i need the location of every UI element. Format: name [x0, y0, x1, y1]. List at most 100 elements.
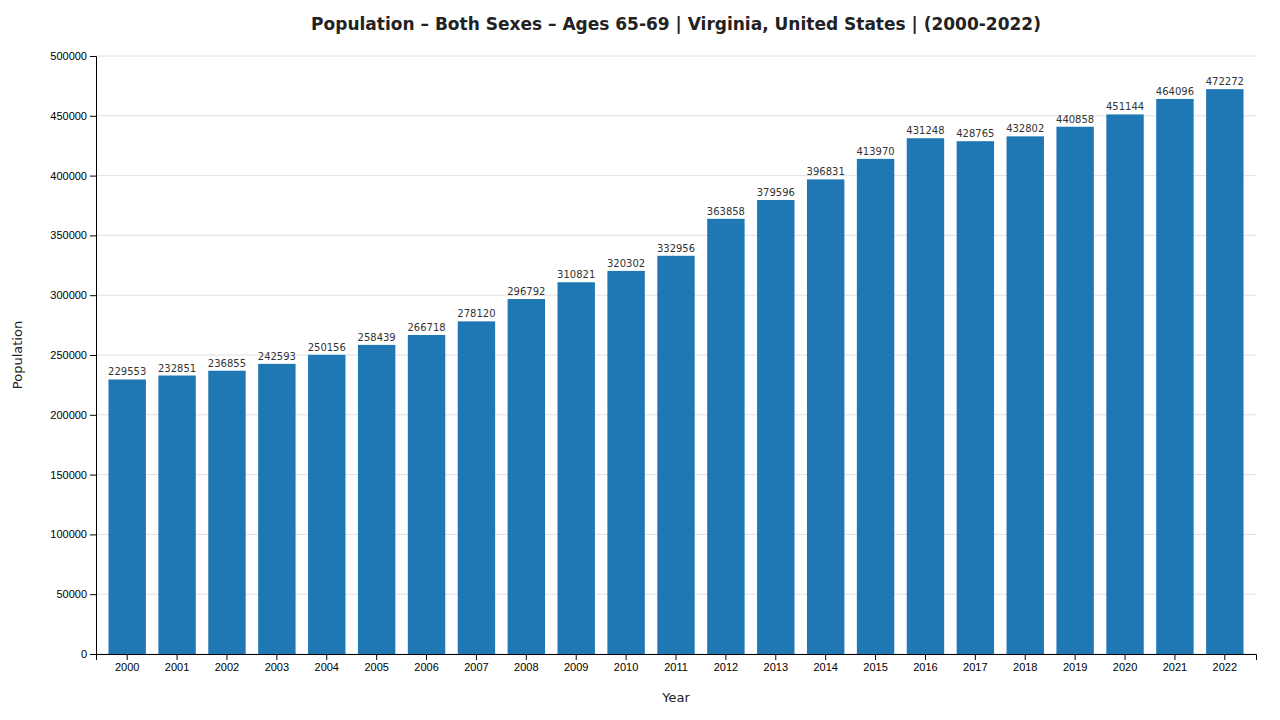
x-tick: 2018	[1013, 654, 1037, 673]
tick-mark	[576, 654, 577, 660]
bar	[108, 379, 145, 654]
tick-mark	[526, 654, 527, 660]
tick-mark	[975, 654, 976, 660]
bar	[907, 138, 944, 654]
tick-mark	[1125, 654, 1126, 660]
tick-label: 100000	[50, 528, 87, 540]
x-tick: 2016	[913, 654, 937, 673]
plot-area: 2000200120022003200420052006200720082009…	[50, 50, 1256, 673]
bar	[308, 355, 345, 654]
data-label: 236855	[208, 358, 246, 369]
bar	[857, 159, 894, 654]
tick-label: 2015	[863, 661, 887, 673]
x-tick: 2004	[315, 654, 339, 673]
data-label: 266718	[407, 322, 445, 333]
x-tick: 2017	[963, 654, 987, 673]
tick-mark	[1224, 654, 1225, 660]
x-tick: 2008	[514, 654, 538, 673]
x-tick: 2019	[1063, 654, 1087, 673]
tick-mark	[90, 355, 96, 356]
x-tick: 2015	[863, 654, 887, 673]
bar	[408, 335, 445, 654]
y-tick: 100000	[50, 528, 96, 540]
tick-mark	[90, 176, 96, 177]
data-label: 332956	[657, 243, 695, 254]
y-tick: 500000	[50, 50, 96, 62]
tick-label: 350000	[50, 229, 87, 241]
tick-label: 2008	[514, 661, 538, 673]
x-tick: 2013	[764, 654, 788, 673]
bar	[358, 345, 395, 654]
data-label: 363858	[707, 206, 745, 217]
bar	[957, 141, 994, 654]
bar	[458, 321, 495, 654]
tick-mark	[426, 654, 427, 660]
data-label: 464096	[1156, 86, 1194, 97]
tick-mark	[90, 116, 96, 117]
tick-label: 2009	[564, 661, 588, 673]
x-tick: 2002	[215, 654, 239, 673]
tick-label: 2001	[165, 661, 189, 673]
tick-mark	[90, 475, 96, 476]
tick-mark	[1025, 654, 1026, 660]
x-axis: 2000200120022003200420052006200720082009…	[97, 654, 1257, 673]
data-label: 296792	[507, 286, 545, 297]
tick-label: 2021	[1163, 661, 1187, 673]
x-tick: 2021	[1163, 654, 1187, 673]
tick-label: 250000	[50, 349, 87, 361]
data-label: 232851	[158, 363, 196, 374]
tick-label: 2013	[764, 661, 788, 673]
data-label: 310821	[557, 269, 595, 280]
chart: 2000200120022003200420052006200720082009…	[0, 0, 1280, 720]
tick-mark	[775, 654, 776, 660]
bar	[558, 282, 595, 654]
tick-mark	[676, 654, 677, 660]
data-label: 440858	[1056, 114, 1094, 125]
x-tick: 2014	[813, 654, 837, 673]
tick-label: 2003	[265, 661, 289, 673]
axis-line	[90, 57, 97, 655]
tick-label: 2007	[464, 661, 488, 673]
tick-label: 2004	[315, 661, 339, 673]
x-tick: 2007	[464, 654, 488, 673]
data-label: 432802	[1006, 123, 1044, 134]
tick-mark	[90, 56, 96, 57]
tick-mark	[177, 654, 178, 660]
x-tick: 2003	[265, 654, 289, 673]
tick-mark	[127, 654, 128, 660]
bar	[807, 179, 844, 654]
y-tick: 400000	[50, 170, 96, 182]
data-label: 472272	[1206, 76, 1244, 87]
tick-mark	[90, 654, 96, 655]
y-tick: 250000	[50, 349, 96, 361]
bar	[657, 256, 694, 654]
data-labels: 2295532328512368552425932501562584392667…	[108, 76, 1244, 377]
x-tick: 2005	[364, 654, 388, 673]
data-label: 242593	[258, 351, 296, 362]
y-tick: 450000	[50, 110, 96, 122]
bars	[108, 89, 1243, 654]
x-axis-title: Year	[661, 690, 690, 705]
tick-mark	[825, 654, 826, 660]
data-label: 278120	[457, 308, 495, 319]
bar	[158, 376, 195, 654]
tick-label: 2022	[1213, 661, 1237, 673]
tick-mark	[90, 235, 96, 236]
tick-mark	[276, 654, 277, 660]
y-axis: 0500001000001500002000002500003000003500…	[50, 50, 96, 660]
data-label: 250156	[308, 342, 346, 353]
grid	[96, 56, 1256, 654]
tick-label: 2000	[115, 661, 139, 673]
bar	[707, 219, 744, 654]
y-axis-title: Population	[10, 321, 25, 389]
tick-mark	[875, 654, 876, 660]
data-label: 320302	[607, 258, 645, 269]
tick-mark	[90, 295, 96, 296]
x-tick: 2010	[614, 654, 638, 673]
data-label: 379596	[757, 187, 795, 198]
y-tick: 300000	[50, 289, 96, 301]
tick-label: 50000	[56, 588, 87, 600]
bar	[1007, 136, 1044, 654]
tick-label: 2014	[813, 661, 837, 673]
tick-mark	[1075, 654, 1076, 660]
